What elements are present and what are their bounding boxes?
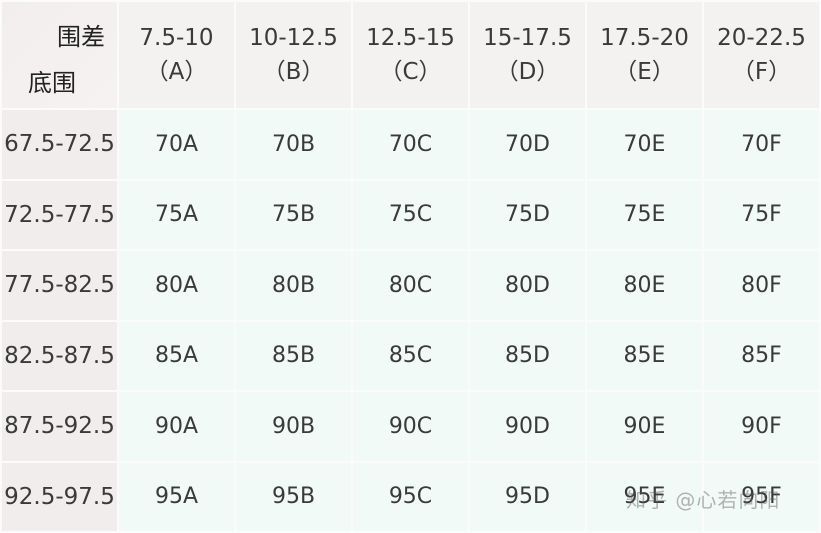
column-cup: （E） xyxy=(614,59,675,85)
size-cell: 80C xyxy=(351,249,470,322)
column-cup: （C） xyxy=(379,59,442,85)
column-header: 12.5-15 （C） xyxy=(351,0,470,110)
table-row: 72.5-77.5 75A 75B 75C 75D 75E 75F xyxy=(0,178,821,251)
size-cell: 80E xyxy=(585,249,704,322)
size-cell: 95B xyxy=(234,460,353,533)
row-header: 82.5-87.5 xyxy=(0,319,119,392)
size-cell: 90A xyxy=(117,390,236,463)
column-range: 7.5-10 xyxy=(139,25,214,51)
column-range: 12.5-15 xyxy=(366,25,455,51)
column-header: 17.5-20 （E） xyxy=(585,0,704,110)
table-row: 87.5-92.5 90A 90B 90C 90D 90E 90F xyxy=(0,390,821,463)
table-row: 77.5-82.5 80A 80B 80C 80D 80E 80F xyxy=(0,249,821,322)
column-range: 17.5-20 xyxy=(600,25,689,51)
column-range: 15-17.5 xyxy=(483,25,572,51)
size-cell: 95C xyxy=(351,460,470,533)
size-cell: 95E xyxy=(585,460,704,533)
size-cell: 75B xyxy=(234,178,353,251)
column-cup: （D） xyxy=(495,59,560,85)
column-header: 20-22.5 （F） xyxy=(702,0,821,110)
column-range: 10-12.5 xyxy=(249,25,338,51)
column-header: 10-12.5 （B） xyxy=(234,0,353,110)
size-cell: 85A xyxy=(117,319,236,392)
column-header: 15-17.5 （D） xyxy=(468,0,587,110)
size-cell: 70F xyxy=(702,108,821,181)
row-header: 72.5-77.5 xyxy=(0,178,119,251)
size-cell: 90E xyxy=(585,390,704,463)
size-cell: 70C xyxy=(351,108,470,181)
size-cell: 70D xyxy=(468,108,587,181)
column-range: 20-22.5 xyxy=(717,25,806,51)
size-cell: 80A xyxy=(117,249,236,322)
size-cell: 85B xyxy=(234,319,353,392)
size-cell: 75E xyxy=(585,178,704,251)
size-cell: 95D xyxy=(468,460,587,533)
column-header: 7.5-10 （A） xyxy=(117,0,236,110)
table-row: 82.5-87.5 85A 85B 85C 85D 85E 85F xyxy=(0,319,821,392)
size-cell: 85C xyxy=(351,319,470,392)
row-header: 87.5-92.5 xyxy=(0,390,119,463)
corner-header: 围差 底围 xyxy=(0,0,119,110)
size-cell: 80F xyxy=(702,249,821,322)
size-cell: 85D xyxy=(468,319,587,392)
column-cup: （F） xyxy=(731,59,792,85)
size-cell: 85E xyxy=(585,319,704,392)
size-cell: 70A xyxy=(117,108,236,181)
size-cell: 80D xyxy=(468,249,587,322)
row-header: 77.5-82.5 xyxy=(0,249,119,322)
table-row: 92.5-97.5 95A 95B 95C 95D 95E 95F xyxy=(0,460,821,533)
size-cell: 75F xyxy=(702,178,821,251)
header-row: 围差 底围 7.5-10 （A） 10-12.5 （B） 12.5-15 （C） 15-17… xyxy=(0,0,821,110)
size-cell: 75D xyxy=(468,178,587,251)
size-cell: 90C xyxy=(351,390,470,463)
table-row: 67.5-72.5 70A 70B 70C 70D 70E 70F xyxy=(0,108,821,181)
row-header: 67.5-72.5 xyxy=(0,108,119,181)
size-cell: 85F xyxy=(702,319,821,392)
difference-label: 围差 xyxy=(57,23,105,51)
size-cell: 90D xyxy=(468,390,587,463)
size-cell: 70E xyxy=(585,108,704,181)
underbust-label: 底围 xyxy=(28,69,76,97)
watermark: 知乎 @心若向阳 xyxy=(626,488,781,512)
size-cell: 90F xyxy=(702,390,821,463)
size-cell: 75A xyxy=(117,178,236,251)
size-cell: 70B xyxy=(234,108,353,181)
size-cell: 80B xyxy=(234,249,353,322)
size-cell: 95F xyxy=(702,460,821,533)
size-cell: 75C xyxy=(351,178,470,251)
size-cell: 90B xyxy=(234,390,353,463)
column-cup: （B） xyxy=(262,59,325,85)
row-header: 92.5-97.5 xyxy=(0,460,119,533)
column-cup: （A） xyxy=(145,59,208,85)
size-cell: 95A xyxy=(117,460,236,533)
